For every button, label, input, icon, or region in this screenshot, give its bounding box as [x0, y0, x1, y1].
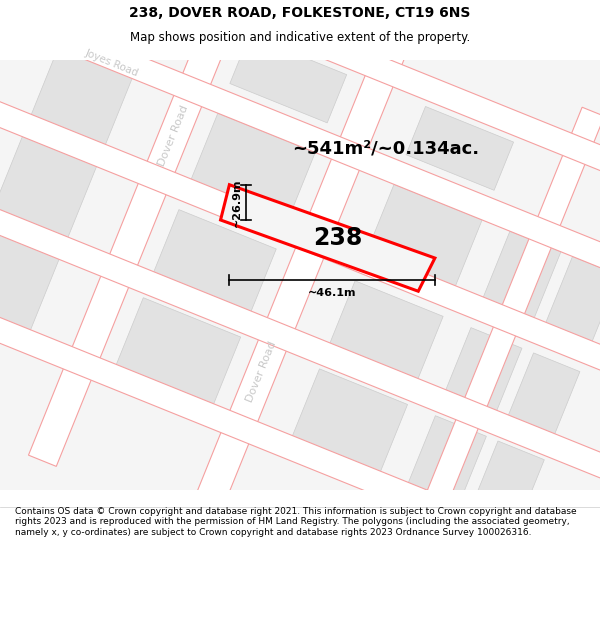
Polygon shape [114, 298, 241, 409]
Polygon shape [191, 113, 315, 219]
Text: Contains OS data © Crown copyright and database right 2021. This information is : Contains OS data © Crown copyright and d… [15, 507, 577, 537]
Text: Joyes Road: Joyes Road [83, 48, 140, 78]
Polygon shape [0, 229, 59, 331]
Polygon shape [28, 0, 255, 466]
Polygon shape [0, 136, 97, 238]
Text: Dover Road: Dover Road [157, 104, 190, 168]
Polygon shape [483, 231, 561, 319]
Text: 238, DOVER ROAD, FOLKESTONE, CT19 6NS: 238, DOVER ROAD, FOLKESTONE, CT19 6NS [130, 6, 470, 20]
Text: Map shows position and indicative extent of the property.: Map shows position and indicative extent… [130, 31, 470, 44]
Polygon shape [367, 184, 482, 287]
Polygon shape [290, 369, 407, 477]
Text: ~26.9m: ~26.9m [232, 178, 242, 227]
Polygon shape [0, 0, 600, 311]
Polygon shape [469, 441, 544, 532]
Polygon shape [70, 0, 163, 50]
Polygon shape [508, 353, 580, 434]
Text: ~46.1m: ~46.1m [308, 288, 356, 298]
Polygon shape [186, 28, 412, 530]
Polygon shape [230, 35, 347, 123]
Polygon shape [154, 209, 276, 312]
Text: Bowles Wells Gardens: Bowles Wells Gardens [296, 231, 400, 280]
Text: ~541m²/~0.134ac.: ~541m²/~0.134ac. [292, 139, 479, 158]
Polygon shape [545, 256, 600, 342]
Polygon shape [445, 328, 522, 411]
Polygon shape [406, 416, 487, 509]
Text: 238: 238 [313, 226, 362, 251]
Polygon shape [0, 77, 600, 399]
Polygon shape [329, 281, 443, 379]
Text: Dover Road: Dover Road [245, 339, 278, 403]
Polygon shape [0, 0, 600, 228]
Polygon shape [31, 43, 134, 145]
Polygon shape [383, 107, 600, 608]
Polygon shape [221, 185, 435, 291]
Polygon shape [0, 169, 600, 492]
Polygon shape [0, 262, 600, 584]
Polygon shape [406, 106, 514, 190]
